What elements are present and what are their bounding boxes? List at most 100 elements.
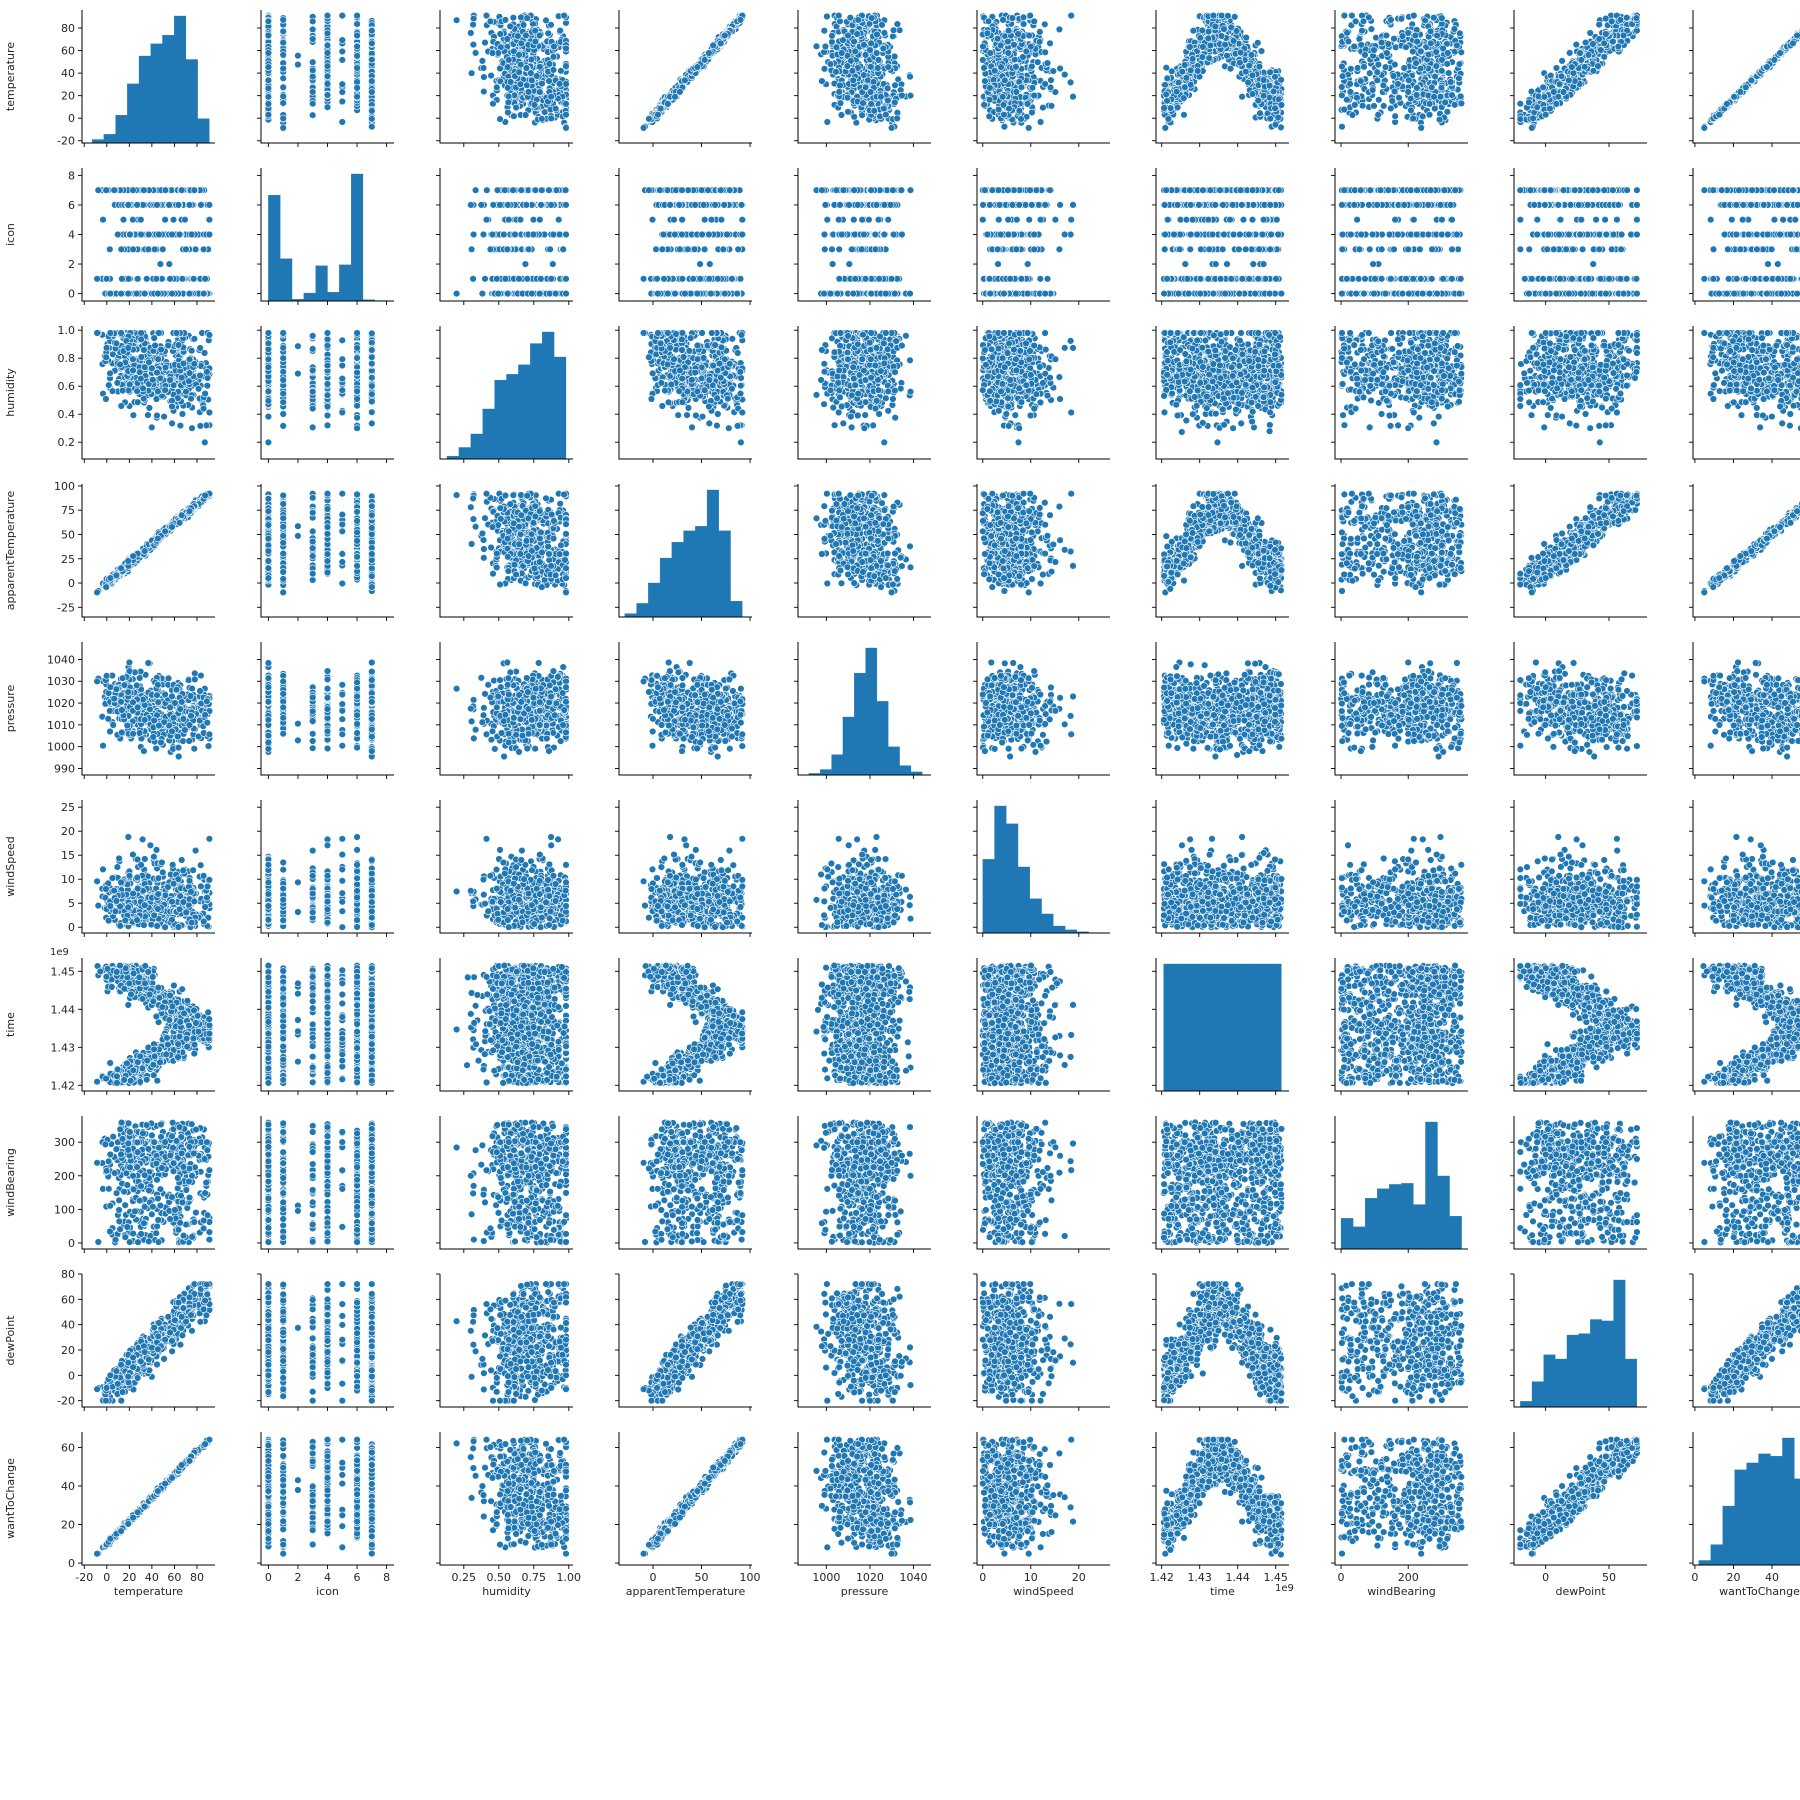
scatter-point [280,100,287,107]
scatter-point [849,67,856,74]
scatter-point [354,85,361,92]
scatter-point [507,23,514,30]
scatter-point [821,27,828,34]
scatter-point [309,73,316,80]
scatter-point [354,53,361,60]
scatter-point [265,85,272,92]
scatter-point [536,32,543,39]
scatter-point [539,80,546,87]
scatter-point [710,42,717,49]
scatter-point [324,30,331,37]
scatter-point [511,113,518,120]
scatter-point [280,125,287,132]
scatter-point [513,104,520,111]
hist-bar-temperature-8 [186,59,198,143]
scatter-point [563,81,570,88]
scatter-point [706,50,713,57]
scatter-point [497,31,504,38]
scatter-point [563,45,570,52]
scatter-point [280,93,287,100]
scatter-point [717,40,724,47]
scatter-point [677,89,684,96]
scatter-points-temperature-vs-pressure [813,12,914,131]
scatter-point [821,65,828,72]
scatter-point [309,89,316,96]
scatter-point [881,30,888,37]
scatter-point [558,67,565,74]
scatter-point [885,97,892,104]
scatter-point [837,82,844,89]
scatter-point [453,17,460,24]
scatter-point [368,89,375,96]
scatter-point [859,112,866,119]
scatter-point [368,40,375,47]
scatter-point [265,50,272,57]
scatter-points-temperature-vs-apparentTemperature [640,12,746,131]
scatter-point [505,57,512,64]
scatter-point [514,33,521,40]
scatter-point [339,98,346,105]
scatter-point [479,58,486,65]
y-tick-label: 0 [68,112,75,125]
pair-cell-temperature-vs-apparentTemperature [615,10,752,147]
scatter-point [487,18,494,25]
scatter-point [309,26,316,33]
hist-bar-temperature-1 [104,134,116,143]
scatter-point [468,70,475,77]
scatter-point [563,101,570,108]
scatter-point [525,89,532,96]
scatter-point [504,64,511,71]
scatter-point [489,50,496,57]
scatter-point [480,88,487,95]
hist-bar-temperature-9 [198,119,210,143]
scatter-point [550,53,557,60]
y-tick-label: 80 [61,22,75,35]
scatter-point [874,65,881,72]
scatter-point [265,111,272,118]
scatter-point [497,116,504,123]
scatter-point [339,48,346,55]
scatter-point [354,32,361,39]
scatter-point [309,112,316,119]
scatter-point [813,43,820,50]
scatter-point [339,119,346,126]
scatter-point [868,15,875,22]
hist-bar-temperature-7 [174,16,186,143]
scatter-point [824,119,831,126]
scatter-point [324,50,331,57]
scatter-point [548,93,555,100]
scatter-point [552,105,559,112]
scatter-point [265,18,272,25]
scatter-point [309,67,316,74]
scatter-point [522,112,529,119]
scatter-point [838,112,845,119]
scatter-point [890,27,897,34]
hist-bar-temperature-3 [127,84,139,143]
scatter-point [894,21,901,28]
scatter-point [493,84,500,91]
scatter-point [339,57,346,64]
scatter-point [265,93,272,100]
pair-cell-temperature-vs-temperature: -20020406080 [57,10,215,148]
scatter-point [488,72,495,79]
scatter-point [899,92,906,99]
scatter-point [824,13,831,20]
scatter-point [907,73,914,80]
y-tick-label: 20 [61,90,75,103]
scatter-point [833,44,840,51]
scatter-point [324,73,331,80]
scatter-point [472,50,479,57]
scatter-point [545,30,552,37]
scatter-point [536,89,543,96]
scatter-point [280,65,287,72]
scatter-point [504,85,511,92]
scatter-point [538,115,545,122]
scatter-point [324,81,331,88]
scatter-point [354,12,361,19]
scatter-point [324,92,331,99]
pair-cell-temperature-vs-icon [257,10,394,147]
scatter-point [324,42,331,49]
scatter-point [655,111,662,118]
scatter-point [847,14,854,21]
scatter-point [874,31,881,38]
